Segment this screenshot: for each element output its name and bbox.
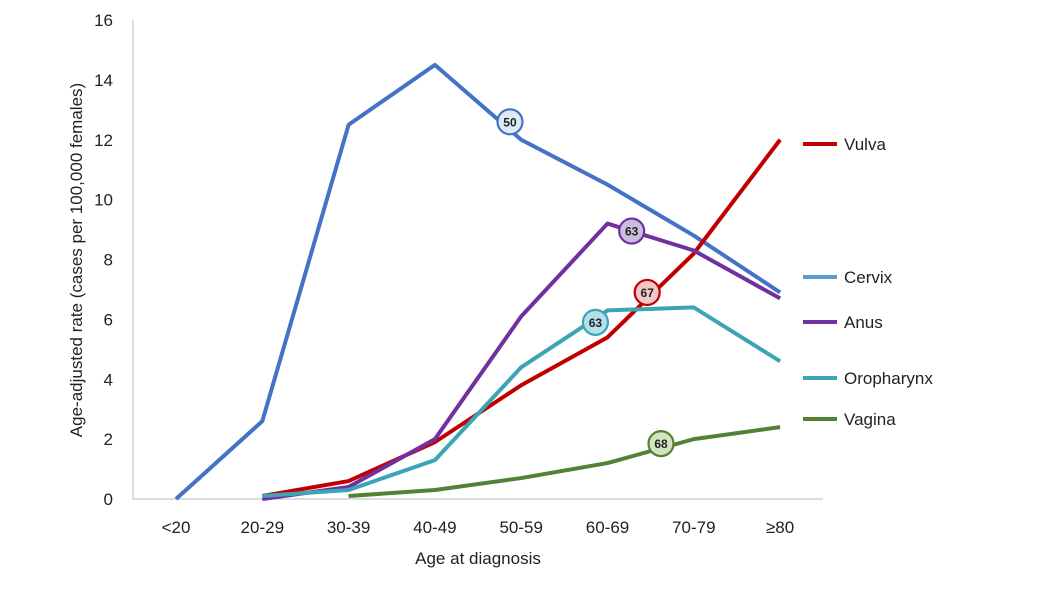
x-tick-label: 40-49 [413,518,456,537]
median-marker-label: 68 [654,437,668,451]
median-marker-label: 50 [503,115,517,129]
y-axis-label: Age-adjusted rate (cases per 100,000 fem… [67,83,86,437]
median-marker-label: 63 [589,316,603,330]
y-tick-label: 4 [104,370,113,389]
x-tick-label: 20-29 [241,518,284,537]
median-marker-circle [581,308,610,336]
series-line-vagina [348,425,781,499]
legend-item-vagina: Vagina [803,410,896,429]
y-tick-label: 8 [104,251,113,270]
x-tick-label: 70-79 [672,518,715,537]
y-tick-label: 0 [104,490,113,509]
legend-label: Cervix [844,268,893,287]
x-tick-label: <20 [162,518,191,537]
legend-label: Anus [844,313,883,332]
x-tick-label: 30-39 [327,518,370,537]
x-tick-label: 60-69 [586,518,629,537]
x-tick-label: ≥80 [766,518,794,537]
series-line-cervix [174,62,782,501]
x-axis-label: Age at diagnosis [415,549,541,568]
series-line-anus [262,221,782,501]
median-marker-oropharynx: 63 [581,308,610,336]
legend-label: Vulva [844,135,886,154]
median-marker-vulva: 67 [633,278,661,307]
legend-item-anus: Anus [803,313,883,332]
median-marker-label: 63 [625,225,639,239]
median-marker-anus: 63 [618,217,646,245]
legend-label: Oropharynx [844,369,933,388]
median-marker-vagina: 68 [647,430,675,458]
median-marker-circle [618,217,646,245]
legend-item-cervix: Cervix [803,268,893,287]
series-line-oropharynx [262,305,782,499]
median-marker-circle [633,278,661,307]
median-marker-circle [496,108,524,136]
x-tick-label: 50-59 [499,518,542,537]
legend-label: Vagina [844,410,896,429]
median-marker-label: 67 [641,286,655,300]
y-tick-label: 10 [94,191,113,210]
median-marker-cervix: 50 [496,108,524,136]
series-line-vulva [261,138,782,498]
legend-item-oropharynx: Oropharynx [803,369,933,388]
y-tick-label: 16 [94,11,113,30]
y-tick-label: 12 [94,131,113,150]
median-marker-circle [647,430,675,458]
y-tick-label: 2 [104,430,113,449]
y-tick-label: 6 [104,310,113,329]
y-tick-label: 14 [94,71,113,90]
legend-item-vulva: Vulva [803,135,886,154]
